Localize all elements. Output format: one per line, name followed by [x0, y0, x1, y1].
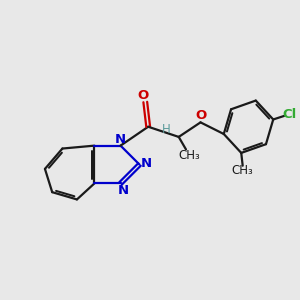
Text: N: N	[114, 133, 125, 146]
Text: N: N	[141, 157, 152, 169]
Text: O: O	[137, 89, 148, 102]
Text: CH₃: CH₃	[178, 149, 200, 162]
Text: N: N	[117, 184, 128, 197]
Text: Cl: Cl	[282, 108, 296, 121]
Text: H: H	[162, 123, 171, 136]
Text: O: O	[195, 110, 206, 122]
Text: CH₃: CH₃	[232, 164, 254, 177]
